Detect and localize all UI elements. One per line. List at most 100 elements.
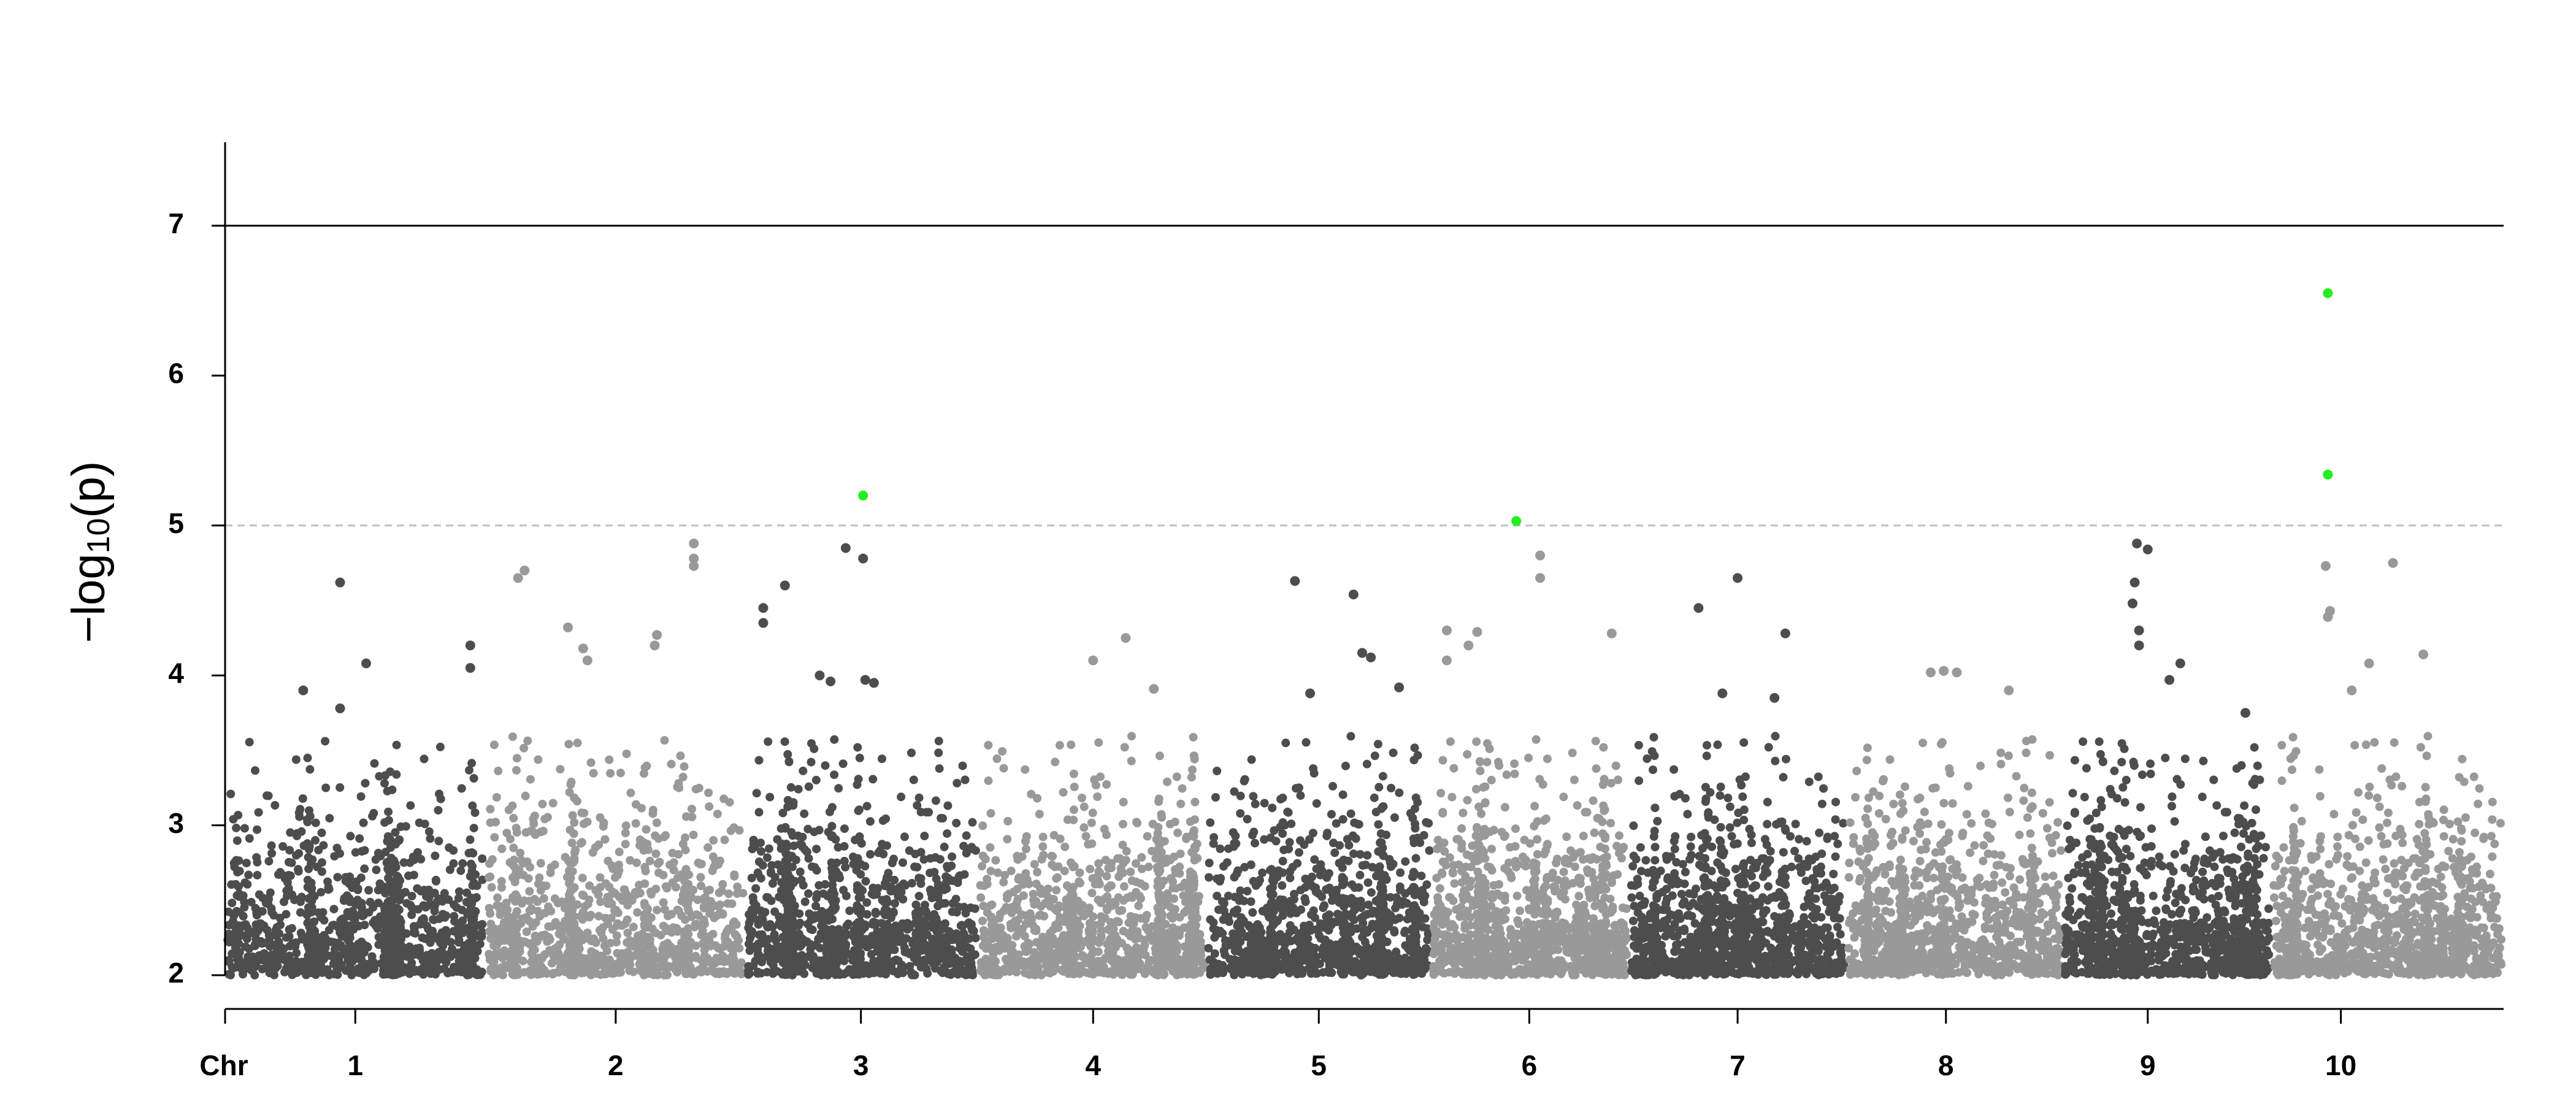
snp-point <box>795 867 805 876</box>
snp-point <box>621 840 630 849</box>
snp-point <box>1084 907 1093 916</box>
snp-point <box>311 818 320 827</box>
snp-point <box>914 873 924 883</box>
snp-point <box>407 892 416 900</box>
snp-point <box>710 968 719 977</box>
snp-point <box>1166 911 1175 921</box>
snp-point <box>642 761 651 770</box>
snp-point <box>1087 889 1097 897</box>
snp-point <box>395 835 404 844</box>
snp-point <box>502 899 511 908</box>
snp-point <box>735 944 744 953</box>
snp-point <box>940 963 948 972</box>
snp-point <box>366 897 375 907</box>
snp-point <box>1003 835 1012 844</box>
snp-point <box>602 946 611 956</box>
snp-point <box>606 769 615 778</box>
snp-point <box>868 961 877 970</box>
snp-point <box>853 946 862 956</box>
snp-point <box>762 968 772 976</box>
snp-point <box>866 849 875 859</box>
snp-point <box>604 856 613 865</box>
snp-point <box>510 875 519 884</box>
snp-point <box>335 849 344 858</box>
snp-point <box>318 968 327 977</box>
snp-point <box>348 924 357 933</box>
snp-point <box>978 862 987 871</box>
snp-point <box>321 737 330 746</box>
snp-point <box>535 873 544 882</box>
snp-point <box>512 828 521 837</box>
snp-point <box>1367 888 1376 897</box>
snp-point <box>783 802 792 811</box>
snp-point <box>1166 902 1175 911</box>
snp-point <box>537 964 546 973</box>
snp-point <box>248 962 258 972</box>
snp-point <box>864 969 873 978</box>
snp-point <box>325 814 334 823</box>
snp-point <box>1157 910 1167 919</box>
snp-point <box>1153 921 1162 930</box>
snp-point <box>234 921 242 930</box>
snp-point <box>345 872 355 881</box>
snp-point <box>506 835 515 843</box>
snp-point <box>648 962 657 971</box>
snp-point <box>316 913 326 922</box>
snp-point <box>1078 951 1087 960</box>
snp-point <box>535 953 544 962</box>
snp-point <box>252 908 261 918</box>
snp-point <box>718 910 727 919</box>
snp-point <box>935 855 945 864</box>
snp-point <box>995 941 1004 950</box>
snp-point <box>666 949 675 958</box>
snp-point <box>422 892 431 901</box>
snp-point <box>853 881 862 890</box>
snp-point <box>699 903 708 913</box>
snp-point <box>424 901 432 910</box>
snp-point <box>749 906 758 915</box>
snp-point <box>647 890 656 899</box>
snp-point <box>922 964 931 973</box>
snp-point <box>321 933 330 943</box>
snp-point <box>329 938 338 947</box>
snp-point <box>748 893 757 902</box>
snp-point <box>570 818 579 827</box>
snp-point <box>569 884 578 893</box>
snp-point <box>664 911 672 921</box>
snp-point <box>1056 834 1065 843</box>
snp-point <box>566 780 575 789</box>
snp-point <box>720 835 729 845</box>
snp-point <box>880 897 889 907</box>
snp-point <box>818 911 827 921</box>
snp-point <box>577 968 586 978</box>
snp-point <box>882 953 891 962</box>
snp-point <box>999 878 1008 887</box>
snp-point <box>692 910 701 919</box>
snp-point <box>868 775 878 784</box>
snp-point <box>947 861 956 870</box>
snp-point <box>766 868 775 878</box>
snp-point <box>407 910 416 919</box>
snp-point <box>1021 837 1030 846</box>
snp-point <box>383 898 393 907</box>
snp-point <box>357 899 366 908</box>
snp-point <box>351 848 360 857</box>
snp-point <box>811 775 821 784</box>
snp-point <box>1145 933 1154 941</box>
snp-point <box>1155 751 1164 761</box>
snp-point <box>1011 932 1021 941</box>
snp-point <box>317 828 326 837</box>
snp-point <box>615 865 624 875</box>
snp-point <box>1063 907 1072 915</box>
snp-point <box>445 843 454 852</box>
snp-point <box>1140 969 1149 978</box>
chr-1-points <box>223 737 487 979</box>
snp-point <box>700 945 709 954</box>
snp-point <box>241 920 250 929</box>
snp-point <box>764 844 773 853</box>
snp-point <box>838 759 848 769</box>
snp-point <box>1379 851 1388 861</box>
snp-point <box>798 842 807 851</box>
snp-point <box>525 897 534 905</box>
snp-point <box>579 891 588 900</box>
